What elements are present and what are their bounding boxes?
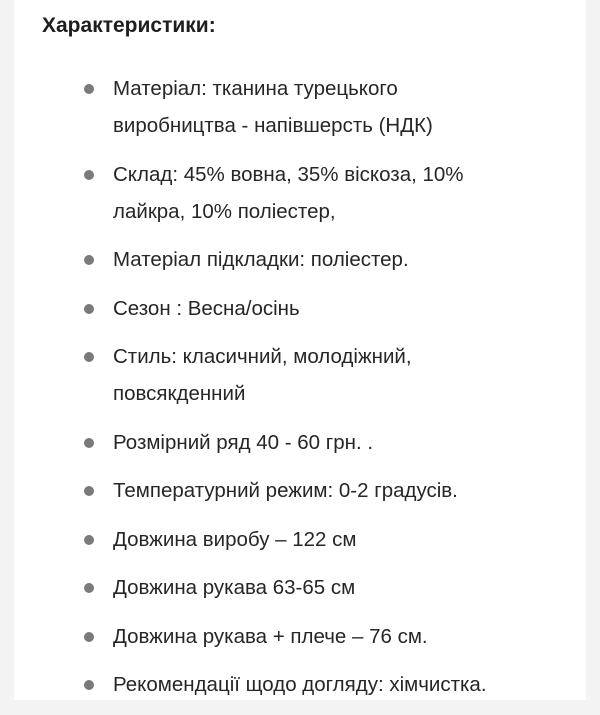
section-title: Характеристики: <box>42 14 216 37</box>
list-item-text: Склад: 45% вовна, 35% віскоза, 10% <box>113 162 464 186</box>
list-item-text: Довжина рукава + плече – 76 см. <box>113 624 428 648</box>
list-item: Розмірний ряд 40 - 60 грн. . <box>14 424 487 461</box>
list-item-text: Стиль: класичний, молодіжний, <box>113 345 412 368</box>
list-item-text: Сезон : Весна/осінь <box>113 296 300 320</box>
list-item-text: Температурний режим: 0-2 градусів. <box>113 479 458 502</box>
list-item: Довжина виробу – 122 см <box>14 521 487 558</box>
bullet-icon <box>84 352 94 362</box>
bullet-icon <box>84 437 94 448</box>
list-item-text: Довжина виробу – 122 см <box>113 527 357 551</box>
list-item: Склад: 45% вовна, 35% віскоза, 10% лайкра… <box>14 156 487 230</box>
list-item: Температурний режим: 0-2 градусів. <box>14 472 487 509</box>
list-item: Стиль: класичний, молодіжний, повсякденни… <box>14 338 487 412</box>
bullet-icon <box>84 534 94 545</box>
list-item-text: повсякденний <box>113 382 246 405</box>
bullet-icon <box>84 486 94 496</box>
list-item: Матеріал підкладки: поліестер. <box>14 241 487 278</box>
bullet-icon <box>84 583 94 593</box>
list-item-text: Довжина рукава 63-65 см <box>113 576 356 599</box>
list-item-text: Розмірний ряд 40 - 60 грн. . <box>113 430 374 454</box>
list-item-text: виробництва - напівшерсть (НДК) <box>113 114 433 137</box>
list-item: Рекомендації щодо догляду: хімчистка. <box>14 666 487 703</box>
characteristics-card: Характеристики: Матеріал: тканина турець… <box>14 0 586 700</box>
bullet-icon <box>84 680 94 690</box>
bullet-icon <box>84 631 94 642</box>
bullet-icon <box>84 84 94 94</box>
list-item: Довжина рукава 63-65 см <box>14 569 487 606</box>
bullet-icon <box>84 303 94 314</box>
list-item-text: Рекомендації щодо догляду: хімчистка. <box>113 673 487 696</box>
bullet-icon <box>84 255 94 265</box>
characteristics-list: Матеріал: тканина турецького виробництва … <box>14 70 487 715</box>
list-item-text: Матеріал: тканина турецького <box>113 77 398 100</box>
list-item: Довжина рукава + плече – 76 см. <box>14 618 487 655</box>
list-item-text: Матеріал підкладки: поліестер. <box>113 248 409 271</box>
list-item: Сезон : Весна/осінь <box>14 290 487 327</box>
bullet-icon <box>84 169 94 180</box>
list-item-text: лайкра, 10% поліестер, <box>113 199 336 223</box>
list-item: Матеріал: тканина турецького виробництва … <box>14 70 487 144</box>
